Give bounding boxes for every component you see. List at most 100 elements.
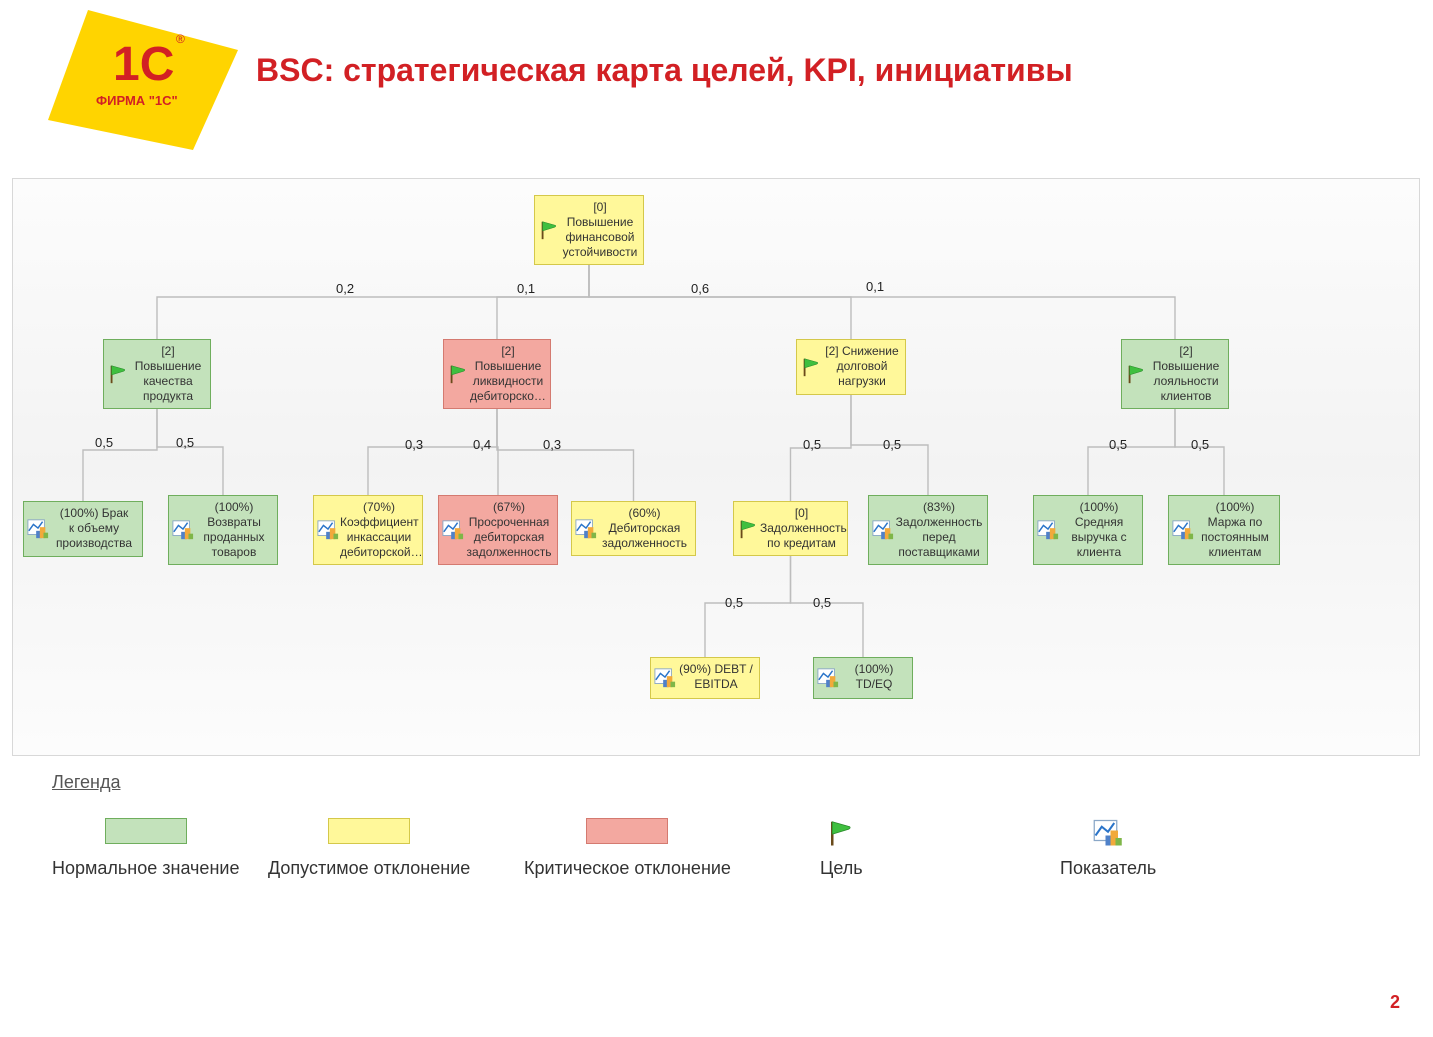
chart-icon <box>172 519 194 541</box>
legend-swatch <box>586 818 668 844</box>
edge-liq-receiv <box>497 399 634 501</box>
flag-icon <box>737 518 759 540</box>
node-label: долговой нагрузки <box>823 359 901 389</box>
edge-qual-defect <box>83 399 157 501</box>
chart-icon <box>817 667 839 689</box>
node-label: TD/EQ <box>840 677 908 692</box>
node-id: (100%) <box>1060 500 1138 515</box>
flag-icon <box>826 818 856 848</box>
node-label: Повышение финансовой устойчивости <box>561 215 639 260</box>
edge-label: 0,5 <box>176 435 194 450</box>
chart-icon <box>1093 818 1123 848</box>
node-debtebitda: (90%) DEBT /EBITDA <box>650 657 760 699</box>
legend-item: Цель <box>820 818 863 879</box>
node-id: (100%) <box>1195 500 1275 515</box>
chart-icon <box>575 518 597 540</box>
node-label: Маржа по постоянным клиентам <box>1195 515 1275 560</box>
edge-label: 0,1 <box>866 279 884 294</box>
flag-icon <box>538 219 560 241</box>
node-id: [0] <box>561 200 639 215</box>
edge-label: 0,5 <box>803 437 821 452</box>
node-id: (100%) <box>840 662 908 677</box>
flag-icon <box>800 356 822 378</box>
node-credit: [0]Задолженность по кредитам <box>733 501 848 556</box>
edge-credit-debtebitda <box>705 549 791 657</box>
node-label: Средняя выручка с клиента <box>1060 515 1138 560</box>
node-label: Повышение лояльности клиентов <box>1148 359 1224 404</box>
node-id: [2] <box>1148 344 1224 359</box>
legend-label: Показатель <box>1060 858 1156 878</box>
page-title: BSC: стратегическая карта целей, KPI, ин… <box>256 52 1073 89</box>
diagram-frame: [0]Повышение финансовой устойчивости [2]… <box>12 178 1420 756</box>
legend-label: Критическое отклонение <box>524 858 731 878</box>
edge-liq-overdue <box>497 399 498 495</box>
chart-icon <box>27 518 49 540</box>
chart-icon <box>1172 519 1194 541</box>
chart-icon <box>317 519 339 541</box>
node-label: Повышение качества продукта <box>130 359 206 404</box>
node-receiv: (60%)Дебиторская задолженность <box>571 501 696 556</box>
node-id: (60%) <box>598 506 691 521</box>
node-id: (83%) <box>895 500 983 515</box>
edge-label: 0,5 <box>95 435 113 450</box>
flag-icon <box>447 363 469 385</box>
edge-root-debt <box>589 255 851 339</box>
legend-title: Легенда <box>52 772 120 793</box>
logo-1c: 1С ® ФИРМА "1С" <box>18 0 258 170</box>
node-label: Повышение ликвидности дебиторско… <box>470 359 546 404</box>
node-coef: (70%)Коэффициент инкассации дебиторской… <box>313 495 423 565</box>
node-qual: [2]Повышение качества продукта <box>103 339 211 409</box>
legend-label: Цель <box>820 858 863 878</box>
edge-loyal-avgrev <box>1088 399 1175 495</box>
node-id: [2] Снижение <box>823 344 901 359</box>
legend-label: Допустимое отклонение <box>268 858 470 878</box>
node-label: EBITDA <box>677 677 755 692</box>
diagram-canvas: [0]Повышение финансовой устойчивости [2]… <box>13 179 1419 755</box>
edge-label: 0,5 <box>1191 437 1209 452</box>
node-margin: (100%)Маржа по постоянным клиентам <box>1168 495 1280 565</box>
legend-label: Нормальное значение <box>52 858 239 878</box>
node-id: [0] <box>760 506 843 521</box>
node-label: Задолженность по кредитам <box>760 521 843 551</box>
node-id: [2] <box>470 344 546 359</box>
svg-text:1С: 1С <box>113 38 174 91</box>
legend-item: Нормальное значение <box>52 818 239 879</box>
node-loyal: [2]Повышение лояльности клиентов <box>1121 339 1229 409</box>
legend-swatch <box>105 818 187 844</box>
edge-label: 0,5 <box>883 437 901 452</box>
node-id: (90%) DEBT / <box>677 662 755 677</box>
node-returns: (100%)Возвраты проданных товаров <box>168 495 278 565</box>
chart-icon <box>1037 519 1059 541</box>
node-defect: (100%) Бракк объему производства <box>23 501 143 557</box>
edge-label: 0,4 <box>473 437 491 452</box>
node-tdeq: (100%)TD/EQ <box>813 657 913 699</box>
edge-label: 0,6 <box>691 281 709 296</box>
svg-text:ФИРМА "1С": ФИРМА "1С" <box>96 93 178 108</box>
page-number: 2 <box>1390 992 1400 1013</box>
legend-item: Критическое отклонение <box>524 818 731 879</box>
edge-label: 0,1 <box>517 281 535 296</box>
slide: 1С ® ФИРМА "1С" BSC: стратегическая карт… <box>0 0 1433 1037</box>
legend-item: Допустимое отклонение <box>268 818 470 879</box>
node-liq: [2]Повышение ликвидности дебиторско… <box>443 339 551 409</box>
flag-icon <box>1125 363 1147 385</box>
node-suppl: (83%)Задолженность перед поставщиками <box>868 495 988 565</box>
node-id: (70%) <box>340 500 418 515</box>
node-overdue: (67%)Просроченная дебиторская задолженно… <box>438 495 558 565</box>
chart-icon <box>872 519 894 541</box>
node-id: (100%) <box>195 500 273 515</box>
edge-label: 0,3 <box>405 437 423 452</box>
node-label: Просроченная дебиторская задолженность <box>465 515 553 560</box>
node-label: к объему производства <box>50 521 138 551</box>
svg-text:®: ® <box>176 32 185 46</box>
edge-root-qual <box>157 255 589 339</box>
node-debt: [2] Снижениедолговой нагрузки <box>796 339 906 395</box>
legend-item: Показатель <box>1060 818 1156 879</box>
node-id: [2] <box>130 344 206 359</box>
edge-label: 0,2 <box>336 281 354 296</box>
legend-swatch <box>328 818 410 844</box>
node-label: Коэффициент инкассации дебиторской… <box>340 515 418 560</box>
edge-label: 0,5 <box>813 595 831 610</box>
node-label: Задолженность перед поставщиками <box>895 515 983 560</box>
node-label: Возвраты проданных товаров <box>195 515 273 560</box>
